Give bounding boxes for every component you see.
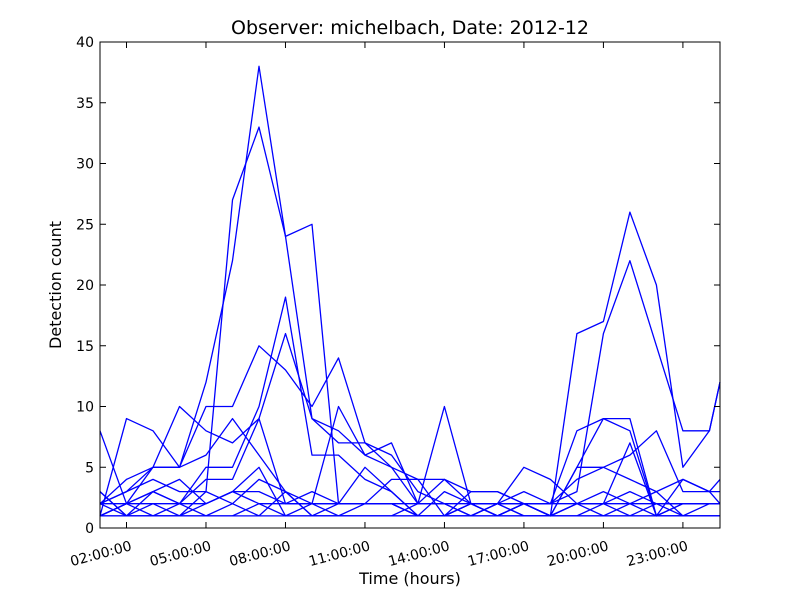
- y-tick-label: 5: [85, 460, 94, 476]
- x-tick-label: 17:00:00: [466, 538, 531, 570]
- y-tick-label: 30: [76, 157, 94, 173]
- x-tick-label: 08:00:00: [228, 538, 293, 570]
- x-tick-label: 02:00:00: [69, 538, 134, 570]
- y-axis-title: Detection count: [46, 221, 65, 349]
- y-tick-label: 20: [76, 278, 94, 294]
- y-tick-label: 25: [76, 217, 94, 233]
- series-layer: [99, 65, 721, 517]
- y-tick-label: 15: [76, 339, 94, 355]
- x-tick-label: 20:00:00: [546, 538, 611, 570]
- y-tick-label: 40: [76, 35, 94, 51]
- x-tick-label: 23:00:00: [625, 538, 690, 570]
- x-tick-label: 11:00:00: [307, 538, 372, 570]
- x-axis-title: Time (hours): [358, 569, 461, 588]
- y-tick-label: 10: [76, 400, 94, 416]
- y-tick-label: 35: [76, 96, 94, 112]
- x-tick-label: 05:00:00: [148, 538, 213, 570]
- series-line-7: [99, 417, 721, 517]
- y-tick-label: 0: [85, 521, 94, 537]
- series-line-5: [99, 296, 720, 517]
- plot-frame: [99, 41, 721, 529]
- series-line-1: [99, 126, 721, 517]
- y-axis: 0 5 10 15 20 25 30 35 40: [76, 35, 720, 537]
- x-tick-label: 14:00:00: [387, 538, 452, 570]
- series-line-14: [99, 478, 720, 517]
- series-line-3: [99, 345, 721, 517]
- chart-title: Observer: michelbach, Date: 2012-12: [231, 17, 589, 39]
